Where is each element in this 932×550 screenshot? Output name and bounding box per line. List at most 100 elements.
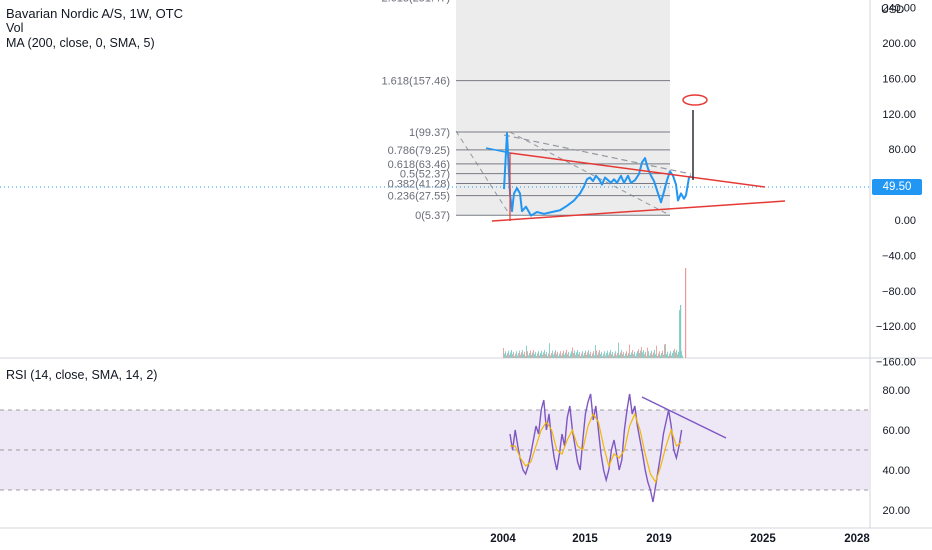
volume-bar: [516, 351, 517, 358]
volume-bar: [537, 353, 538, 358]
volume-bar: [679, 310, 680, 358]
volume-label[interactable]: Vol: [6, 21, 24, 35]
time-tick-label: 2004: [490, 533, 516, 545]
volume-bar: [673, 350, 674, 358]
volume-bar: [643, 350, 644, 358]
volume-bar: [626, 351, 627, 358]
volume-bar: [507, 353, 508, 358]
rsi-axis[interactable]: 80.00 60.00 40.00 20.00: [882, 385, 910, 517]
volume-bar: [633, 354, 634, 358]
rsi-pane: [0, 393, 932, 529]
volume-bar: [607, 350, 608, 358]
volume-bar: [640, 350, 641, 358]
rsi-label[interactable]: RSI (14, close, SMA, 14, 2): [6, 368, 158, 382]
volume-bar: [569, 356, 570, 358]
volume-bar: [550, 355, 551, 358]
volume-bar: [637, 351, 638, 358]
volume-bar: [552, 350, 553, 358]
volume-histogram: [503, 268, 687, 358]
volume-bar: [533, 350, 534, 358]
volume-bar: [573, 353, 574, 358]
volume-bar: [656, 345, 657, 358]
volume-bar: [588, 350, 589, 358]
volume-bar: [624, 356, 625, 358]
price-tick-label: 200.00: [882, 38, 916, 50]
price-tick-label: −40.00: [882, 250, 916, 262]
volume-bar: [561, 355, 562, 358]
volume-bar: [509, 354, 510, 358]
ma-label[interactable]: MA (200, close, 0, SMA, 5): [6, 36, 155, 50]
trendline-drawings[interactable]: [485, 94, 786, 222]
volume-bar: [601, 351, 602, 358]
volume-bar: [562, 353, 563, 358]
price-tick-label: 0.00: [895, 215, 916, 227]
volume-bar: [667, 351, 668, 358]
volume-bar: [674, 348, 675, 358]
volume-bar: [631, 352, 632, 358]
price-tick-label: −160.00: [876, 357, 916, 369]
volume-bar: [508, 350, 509, 358]
volume-bar: [587, 352, 588, 358]
volume-bar: [677, 354, 678, 358]
fib-level-label: 0.5(52.37): [400, 169, 450, 181]
volume-bar: [606, 353, 607, 358]
volume-bar: [518, 353, 519, 358]
volume-bar: [616, 355, 617, 358]
volume-bar: [593, 351, 594, 358]
volume-bar: [529, 353, 530, 358]
volume-bar: [554, 352, 555, 358]
volume-bar: [526, 345, 527, 358]
volume-bar: [515, 353, 516, 358]
volume-bar: [528, 355, 529, 358]
price-tick-label: 80.00: [888, 144, 916, 156]
volume-bar: [523, 354, 524, 358]
volume-bar: [620, 352, 621, 358]
volume-bar: [629, 344, 630, 358]
ma-line: [503, 134, 692, 175]
volume-bar: [578, 354, 579, 358]
volume-bar: [638, 349, 639, 358]
volume-bar: [503, 348, 504, 358]
volume-bar: [660, 355, 661, 358]
volume-bar: [680, 305, 682, 358]
volume-bar: [609, 352, 610, 358]
top-trendline-extension: [485, 147, 511, 154]
symbol-title[interactable]: Bavarian Nordic A/S, 1W, OTC: [6, 6, 184, 21]
volume-bar: [614, 353, 615, 358]
price-pane: [0, 0, 932, 528]
volume-bar: [574, 350, 575, 358]
price-tick-label: 120.00: [882, 109, 916, 121]
volume-bar: [564, 354, 565, 358]
volume-bar: [535, 351, 536, 358]
volume-bar: [639, 353, 640, 358]
volume-bar: [545, 354, 546, 358]
volume-bar: [603, 353, 604, 358]
volume-bar: [670, 351, 671, 358]
volume-bar: [583, 355, 584, 358]
volume-bar: [555, 350, 556, 358]
time-axis[interactable]: 2004 2015 2019 2025 2028: [490, 533, 870, 545]
volume-bar: [647, 347, 648, 358]
volume-bar: [517, 355, 518, 358]
volume-bar: [575, 354, 576, 358]
volume-bar: [623, 351, 624, 358]
last-price-tag: 49.50: [872, 179, 922, 195]
volume-bar: [540, 353, 541, 358]
rsi-tick-label: 60.00: [882, 425, 910, 437]
volume-bar: [672, 353, 673, 358]
volume-bar: [553, 354, 554, 358]
fib-level-label: 2.618(251.47): [382, 0, 451, 4]
volume-bar: [618, 342, 619, 358]
volume-bar: [682, 355, 683, 358]
volume-bar: [645, 351, 646, 358]
volume-bar: [634, 351, 635, 358]
volume-bar: [668, 356, 669, 358]
volume-bar: [513, 351, 514, 358]
volume-bar: [636, 353, 637, 358]
volume-bar: [676, 350, 677, 358]
fib-level-label: 0.786(79.25): [388, 145, 450, 157]
volume-bar: [558, 356, 559, 358]
volume-bar: [560, 351, 561, 358]
volume-bar: [577, 350, 578, 358]
